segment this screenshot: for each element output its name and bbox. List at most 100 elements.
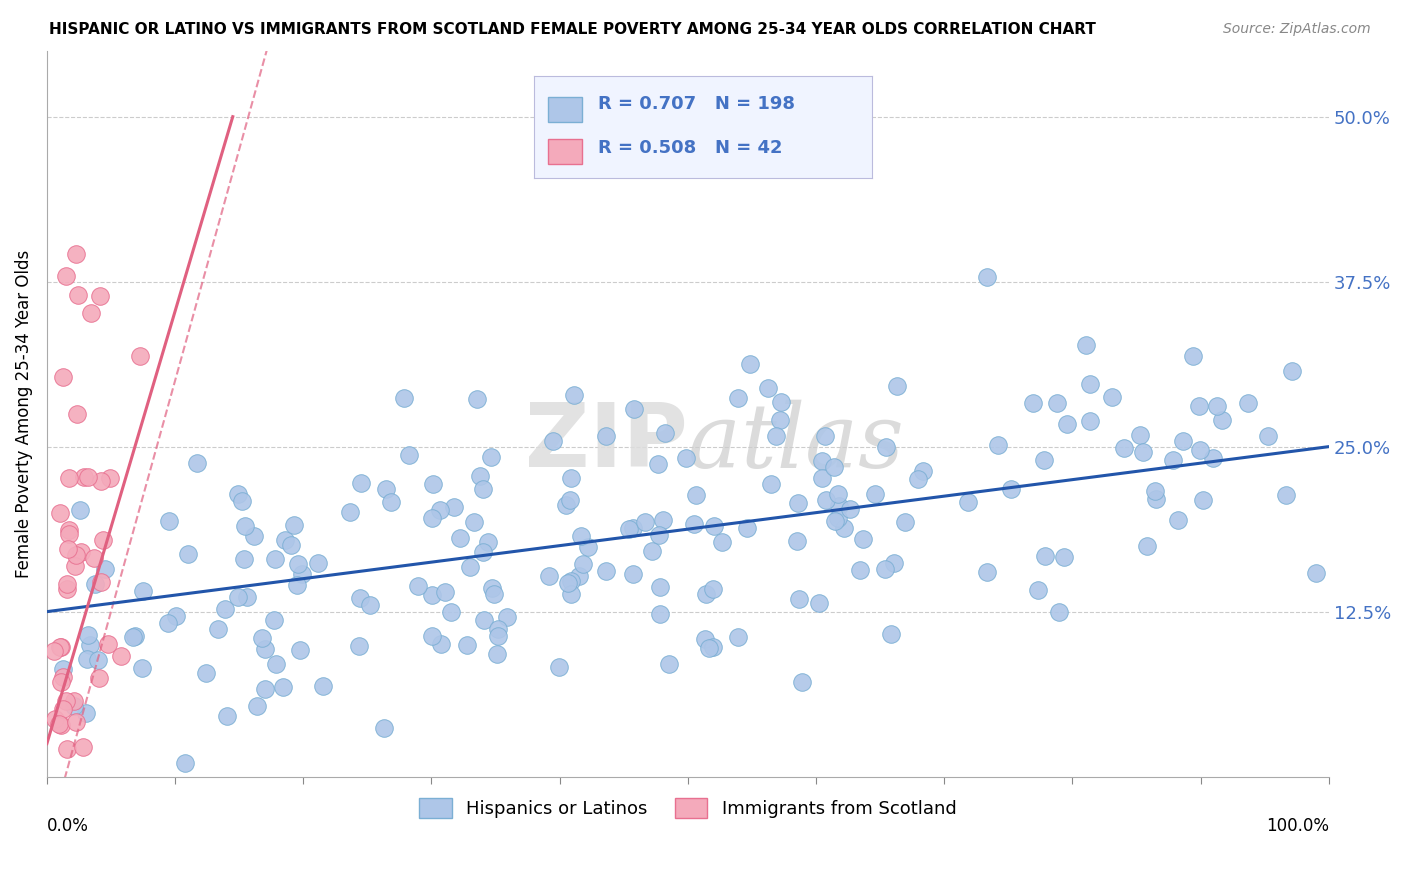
- Point: [873, 561, 896, 575]
- Point: [1171, 434, 1194, 448]
- Point: [1032, 452, 1054, 467]
- Point: [129, 349, 152, 363]
- Point: [555, 498, 578, 512]
- Point: [359, 598, 381, 612]
- Point: [157, 615, 180, 630]
- Point: [1078, 414, 1101, 428]
- Point: [349, 640, 371, 654]
- Point: [650, 580, 672, 594]
- Point: [1189, 442, 1212, 457]
- Point: [470, 468, 492, 483]
- Point: [1144, 492, 1167, 507]
- Point: [479, 450, 502, 464]
- Point: [283, 518, 305, 533]
- Point: [65, 549, 87, 563]
- Point: [264, 552, 287, 566]
- Point: [1129, 427, 1152, 442]
- Point: [548, 660, 571, 674]
- Point: [449, 531, 471, 545]
- Point: [243, 529, 266, 543]
- Point: [394, 391, 416, 405]
- Point: [122, 630, 145, 644]
- Point: [226, 487, 249, 501]
- Point: [86, 653, 108, 667]
- Point: [569, 529, 592, 543]
- Point: [49, 507, 72, 521]
- Point: [55, 576, 77, 591]
- Point: [406, 579, 429, 593]
- Point: [195, 665, 218, 680]
- Point: [1000, 482, 1022, 496]
- Point: [1114, 441, 1136, 455]
- Point: [89, 289, 111, 303]
- Point: [58, 527, 80, 541]
- Point: [848, 563, 870, 577]
- Point: [824, 514, 846, 528]
- Point: [350, 475, 373, 490]
- Point: [1182, 350, 1205, 364]
- Text: HISPANIC OR LATINO VS IMMIGRANTS FROM SCOTLAND FEMALE POVERTY AMONG 25-34 YEAR O: HISPANIC OR LATINO VS IMMIGRANTS FROM SC…: [49, 22, 1097, 37]
- Point: [647, 457, 669, 471]
- Point: [456, 638, 478, 652]
- Point: [44, 644, 66, 658]
- Point: [486, 629, 509, 643]
- Point: [541, 434, 564, 448]
- Point: [1101, 391, 1123, 405]
- Point: [236, 591, 259, 605]
- Point: [214, 602, 236, 616]
- Point: [51, 717, 73, 731]
- Point: [886, 379, 908, 393]
- Point: [173, 756, 195, 771]
- Point: [1132, 445, 1154, 459]
- Point: [572, 557, 595, 571]
- Point: [124, 629, 146, 643]
- Point: [907, 472, 929, 486]
- Point: [84, 576, 107, 591]
- Text: atlas: atlas: [688, 400, 904, 486]
- Point: [80, 306, 103, 320]
- Point: [827, 486, 849, 500]
- Point: [51, 675, 73, 690]
- Point: [52, 670, 75, 684]
- Point: [90, 474, 112, 488]
- Point: [641, 544, 664, 558]
- Text: R = 0.707   N = 198: R = 0.707 N = 198: [599, 95, 796, 112]
- Point: [560, 574, 582, 588]
- Point: [1143, 483, 1166, 498]
- Point: [486, 622, 509, 636]
- Point: [380, 494, 402, 508]
- Point: [695, 587, 717, 601]
- Point: [233, 551, 256, 566]
- Point: [735, 521, 758, 535]
- Point: [93, 562, 115, 576]
- Point: [65, 714, 87, 729]
- Point: [1022, 396, 1045, 410]
- Point: [823, 460, 845, 475]
- Point: [186, 456, 208, 470]
- Point: [789, 592, 811, 607]
- Point: [49, 640, 72, 655]
- Point: [740, 357, 762, 371]
- Point: [486, 647, 509, 661]
- Point: [132, 583, 155, 598]
- Point: [702, 640, 724, 655]
- Point: [815, 492, 838, 507]
- Point: [650, 607, 672, 622]
- Point: [44, 713, 66, 727]
- Point: [70, 545, 93, 559]
- Point: [810, 454, 832, 468]
- Point: [811, 471, 834, 485]
- Legend: Hispanics or Latinos, Immigrants from Scotland: Hispanics or Latinos, Immigrants from Sc…: [412, 790, 963, 826]
- Point: [253, 642, 276, 657]
- Point: [1281, 364, 1303, 378]
- Point: [93, 533, 115, 548]
- Point: [157, 514, 180, 528]
- Point: [863, 486, 886, 500]
- Point: [652, 513, 675, 527]
- Point: [55, 741, 77, 756]
- Point: [264, 657, 287, 671]
- Point: [287, 557, 309, 571]
- Point: [976, 270, 998, 285]
- Point: [875, 440, 897, 454]
- Point: [280, 538, 302, 552]
